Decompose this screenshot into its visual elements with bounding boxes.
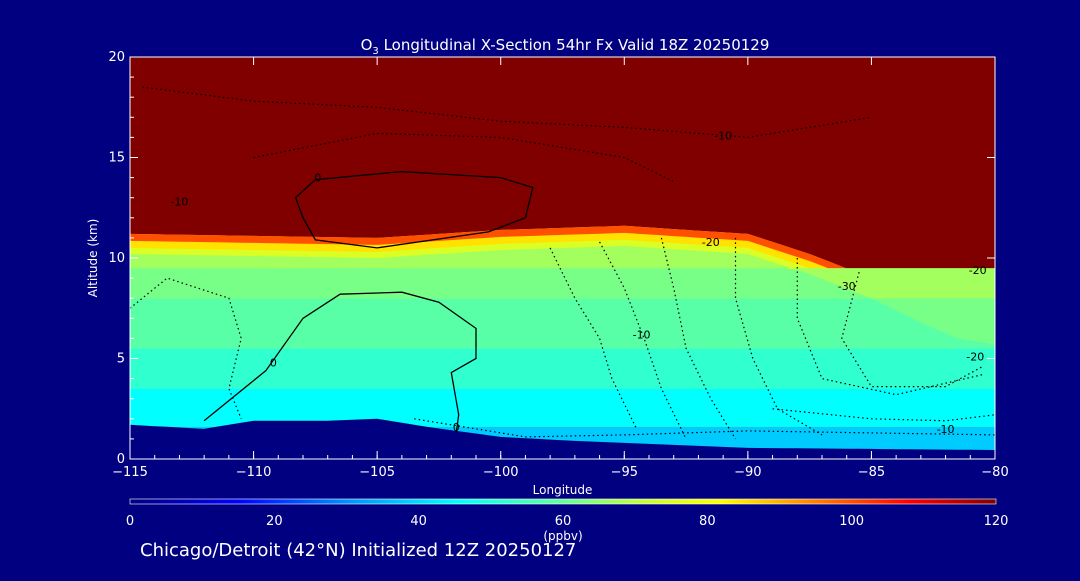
colorbar-tick-label: 0	[126, 514, 134, 529]
colorbar-tick-label: 60	[555, 514, 572, 529]
y-tick-label: 5	[117, 352, 125, 367]
colorbar-tick-label: 40	[410, 514, 427, 529]
y-tick-label: 15	[108, 151, 125, 166]
dashed-contour	[660, 237, 737, 440]
y-axis-label: Altitude (km)	[86, 219, 100, 298]
contour-label: -10	[714, 129, 732, 142]
colorbar-tick-label: 120	[984, 514, 1009, 529]
dashed-contour	[549, 247, 638, 430]
contour-label: -10	[170, 196, 188, 209]
x-tick-label: −80	[981, 465, 1008, 480]
ozone-band	[130, 388, 995, 427]
terrain	[130, 418, 995, 459]
y-tick-label: 0	[117, 452, 125, 467]
colorbar-label: (ppbv)	[543, 529, 582, 543]
ozone-band	[130, 298, 995, 349]
axes: −115 −110 −105 −100 −95 −90 −85 −80 0 5 10 15 20 Long…	[86, 50, 1009, 497]
x-tick-label: −95	[611, 465, 638, 480]
x-tick-label: −85	[858, 465, 885, 480]
x-tick-label: −100	[483, 465, 519, 480]
x-tick-label: −105	[359, 465, 395, 480]
colorbar: 0 20 40 60 80 100 120 (ppbv)	[126, 498, 1009, 543]
dashed-contour	[142, 86, 872, 139]
x-tick-label: −110	[236, 465, 272, 480]
contour-label: 0	[453, 421, 460, 434]
ozone-band	[130, 245, 995, 345]
contour-label: -20	[966, 351, 984, 364]
dashed-contour	[772, 408, 995, 422]
plot-area	[130, 57, 995, 459]
dashed-contour	[796, 258, 983, 396]
zero-contour	[294, 170, 534, 249]
dashed-contour	[130, 277, 242, 420]
y-tick-label: 20	[108, 50, 125, 65]
colorbar-frame	[129, 498, 997, 505]
x-tick-label: −115	[112, 465, 148, 480]
zero-contour	[203, 291, 477, 433]
contour-label: -20	[702, 236, 720, 249]
chart-title: O3 Longitudinal X-Section 54hr Fx Valid …	[361, 36, 770, 57]
ozone-band	[130, 348, 995, 389]
contour-label: -30	[838, 280, 856, 293]
colorbar-gradient	[130, 499, 996, 504]
dashed-contour	[841, 271, 983, 388]
y-tick-label: 10	[108, 251, 125, 266]
colorbar-tick-label: 80	[699, 514, 716, 529]
initialization-caption: Chicago/Detroit (42°N) Initialized 12Z 2…	[140, 540, 577, 561]
contour-label: 0	[314, 172, 321, 185]
contour-label: 0	[270, 357, 277, 370]
x-axis-label: Longitude	[533, 483, 593, 497]
contour-label: -10	[937, 423, 955, 436]
contour-label: -20	[969, 264, 987, 277]
x-tick-label: −90	[734, 465, 761, 480]
colorbar-tick-label: 100	[839, 514, 864, 529]
contour-label: -10	[633, 328, 651, 341]
ozone-band	[130, 268, 995, 345]
contour-layer: 0 0 0 -10 -10 -20 -10 -30 -20 -20 -10	[130, 86, 995, 440]
colorbar-tick-label: 20	[266, 514, 283, 529]
